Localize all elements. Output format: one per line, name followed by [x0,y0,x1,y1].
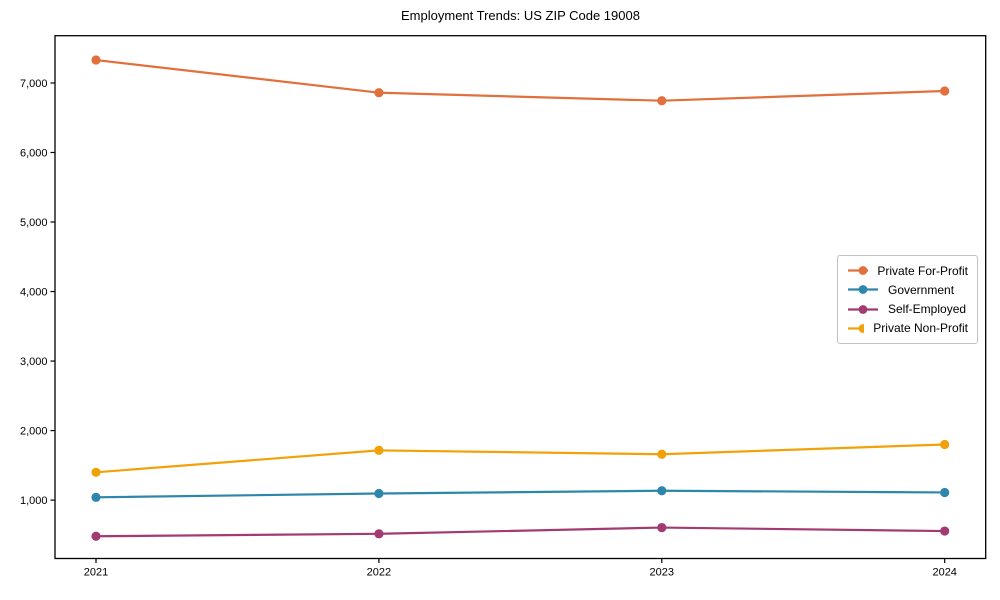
series-line-private-for-profit [95,58,945,102]
y-axis-tick-label: 5,000 [20,217,48,229]
axes-frame [54,35,987,560]
legend-item-self-employed: Self-Employed [847,300,968,319]
legend-line-marker-icon [848,266,869,276]
legend-label: Self-Employed [888,302,967,317]
data-point-marker [374,488,384,499]
y-axis-tick-label: 1,000 [20,495,48,507]
y-axis-tick-label: 3,000 [20,356,48,368]
chart-title: Employment Trends: US ZIP Code 19008 [401,8,640,23]
x-axis-tick-label: 2024 [932,567,956,579]
legend-marker-dot [858,266,868,276]
legend-marker-dot [858,323,865,333]
data-point-marker [374,445,384,455]
y-axis-tick-label: 4,000 [20,286,48,298]
data-point-marker [91,467,101,477]
legend-marker-dot [858,285,868,295]
legend-label: Government [888,282,955,297]
legend: Private For-Profit Government Self-Emplo… [837,255,978,344]
data-point-marker [91,492,101,502]
y-axis-tick-label: 6,000 [20,147,48,159]
data-point-marker [91,55,101,65]
data-point-marker [940,86,950,96]
legend-item-private-for-profit: Private For-Profit [847,261,968,280]
data-point-marker [91,531,101,541]
x-axis-tick-label: 2022 [367,567,391,579]
data-point-marker [657,522,667,533]
legend-marker-dot [858,304,868,314]
x-axis-tick-label: 2023 [650,567,674,579]
data-point-marker [940,487,950,498]
legend-label: Private For-Profit [877,263,968,278]
data-point-marker [374,529,384,539]
data-point-marker [940,439,950,450]
series-line-self-employed [95,526,945,538]
y-axis-tick-label: 2,000 [20,425,48,437]
series-line-private-non-profit [95,443,945,474]
x-axis-tick-label: 2021 [84,567,108,579]
legend-line-marker-icon [848,304,878,314]
data-point-marker [657,96,667,106]
y-axis-tick-label: 7,000 [20,78,48,90]
data-point-marker [657,449,667,459]
legend-line-marker-icon [848,323,865,333]
legend-line-marker-icon [848,285,878,295]
data-point-marker [940,526,950,536]
legend-item-government: Government [847,280,968,299]
series-line-government [95,489,945,499]
legend-item-private-non-profit: Private Non-Profit [847,319,968,338]
data-point-marker [657,486,667,496]
data-point-marker [374,88,384,98]
legend-label: Private Non-Profit [873,321,968,336]
